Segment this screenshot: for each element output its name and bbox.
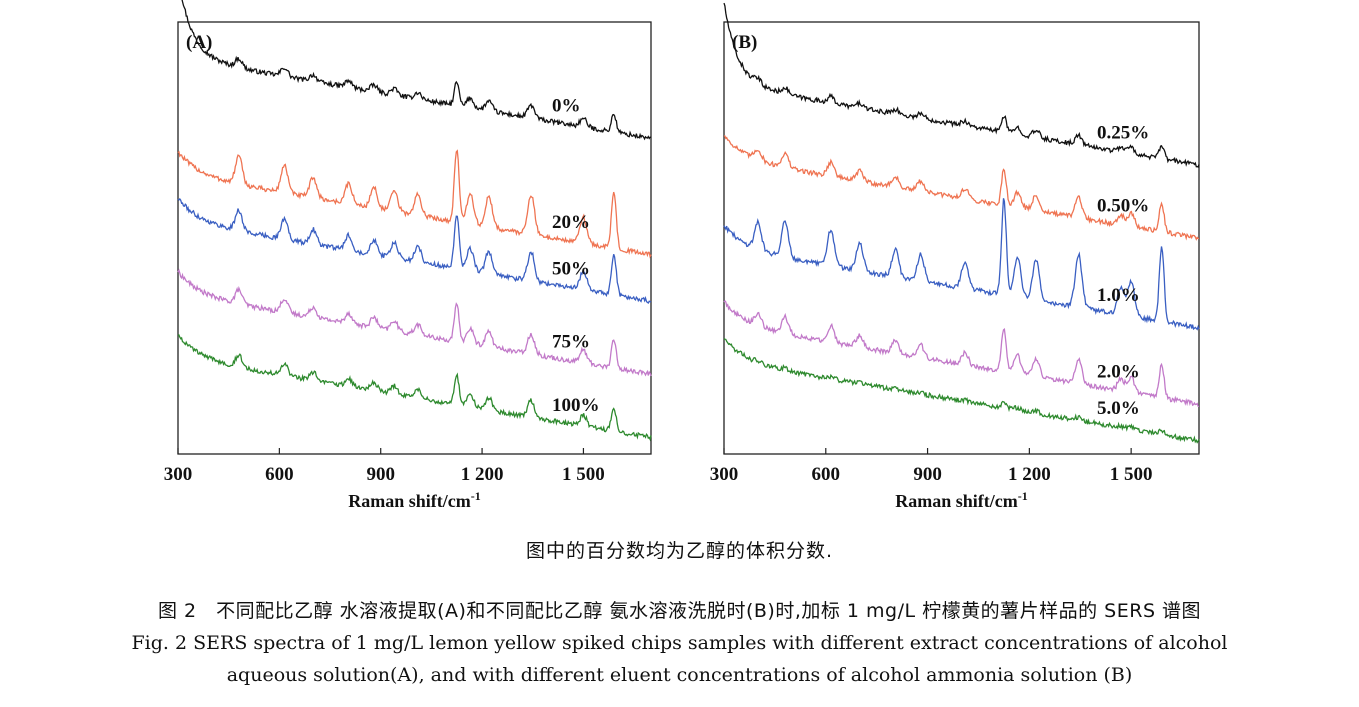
caption-english-line-1: Fig. 2 SERS spectra of 1 mg/L lemon yell… xyxy=(131,632,1228,654)
series-line-50% xyxy=(177,197,652,304)
series-label: 0% xyxy=(552,96,581,117)
series-label: 1.0% xyxy=(1097,285,1140,306)
series-line-0% xyxy=(181,0,652,141)
x-tick-label: 1 500 xyxy=(1110,464,1153,485)
x-tick-label: 1 200 xyxy=(1008,464,1051,485)
series-label: 0.50% xyxy=(1097,195,1149,216)
series-label: 20% xyxy=(552,212,590,233)
figure-note: 图中的百分数均为乙醇的体积分数. xyxy=(525,540,834,562)
figure-stage: 300 600 900 1 200 1 500 Raman shift/cm-1 (A) 0%… xyxy=(164,0,1200,511)
caption-english-line-2: aqueous solution(A), and with different … xyxy=(226,664,1133,686)
x-tick-label: 600 xyxy=(812,464,841,485)
panel-label: (A) xyxy=(186,32,212,53)
series-line-0.25% xyxy=(723,2,1200,168)
series-line-100% xyxy=(177,334,652,442)
series-line-20% xyxy=(177,149,652,259)
plot-frame-a xyxy=(177,21,652,455)
series-label: 2.0% xyxy=(1097,362,1140,383)
x-tick-label: 1 200 xyxy=(461,464,504,485)
x-tick-label: 1 500 xyxy=(562,464,605,485)
x-axis-label: Raman shift/cm-1 xyxy=(348,489,481,511)
series-label: 5.0% xyxy=(1097,398,1140,419)
series-line-75% xyxy=(177,268,652,377)
x-tick-label: 300 xyxy=(710,464,739,485)
series-label: 100% xyxy=(552,395,600,416)
series-line-0.50% xyxy=(724,135,1199,241)
x-axis-label: Raman shift/cm-1 xyxy=(895,489,1028,511)
x-tick-label: 900 xyxy=(366,464,395,485)
plot-frame-b xyxy=(723,21,1200,455)
series-line-1.0% xyxy=(723,198,1200,331)
series-label: 50% xyxy=(552,259,590,280)
spectra-figure: 300 600 900 1 200 1 500 Raman shift/cm-1 (A) 0%… xyxy=(164,0,1200,511)
x-tick-label: 900 xyxy=(913,464,942,485)
series-line-5.0% xyxy=(723,338,1200,444)
series-line-2.0% xyxy=(723,299,1200,408)
caption-chinese: 图 2 不同配比乙醇 水溶液提取(A)和不同配比乙醇 氨水溶液洗脱时(B)时,加… xyxy=(157,600,1202,622)
x-tick-label: 300 xyxy=(164,464,193,485)
panel-label: (B) xyxy=(732,32,757,53)
series-label: 75% xyxy=(552,332,590,353)
series-label: 0.25% xyxy=(1097,122,1149,143)
x-tick-label: 600 xyxy=(265,464,294,485)
